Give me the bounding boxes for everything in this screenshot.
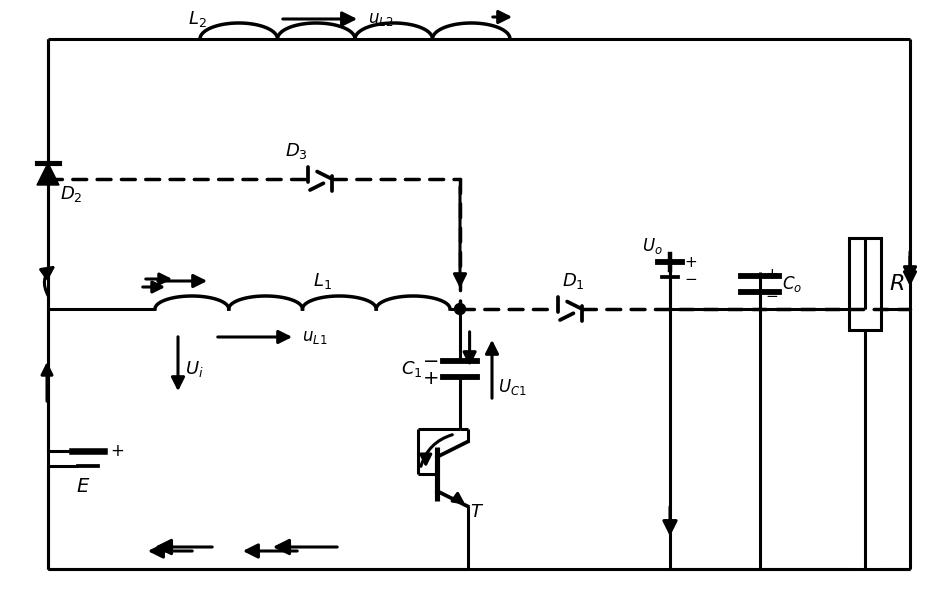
Polygon shape xyxy=(37,163,59,185)
Text: $+$: $+$ xyxy=(684,254,697,270)
Text: $D_2$: $D_2$ xyxy=(60,184,83,204)
Text: $L_2$: $L_2$ xyxy=(188,9,207,29)
Text: $+$: $+$ xyxy=(422,370,438,389)
Text: $u_{L1}$: $u_{L1}$ xyxy=(302,328,328,346)
Text: $C_o$: $C_o$ xyxy=(782,274,803,294)
Text: $-$: $-$ xyxy=(684,270,697,284)
Text: $-$: $-$ xyxy=(422,349,438,368)
Text: $-$: $-$ xyxy=(765,287,778,301)
Text: $U_{C1}$: $U_{C1}$ xyxy=(498,377,527,397)
Text: $D_3$: $D_3$ xyxy=(285,141,308,161)
Text: $D_1$: $D_1$ xyxy=(562,271,585,291)
Text: $T$: $T$ xyxy=(469,503,483,521)
Text: $C_1$: $C_1$ xyxy=(400,359,422,379)
Text: $L_1$: $L_1$ xyxy=(313,271,332,291)
Text: $+$: $+$ xyxy=(110,442,124,460)
Text: $U_o$: $U_o$ xyxy=(642,236,663,256)
Text: $E$: $E$ xyxy=(76,478,90,497)
Text: $U_i$: $U_i$ xyxy=(185,359,203,379)
Bar xyxy=(849,238,881,330)
Circle shape xyxy=(454,303,465,314)
Text: $u_{L2}$: $u_{L2}$ xyxy=(368,10,393,28)
Text: $+$: $+$ xyxy=(765,266,778,281)
Text: $R$: $R$ xyxy=(889,274,904,294)
